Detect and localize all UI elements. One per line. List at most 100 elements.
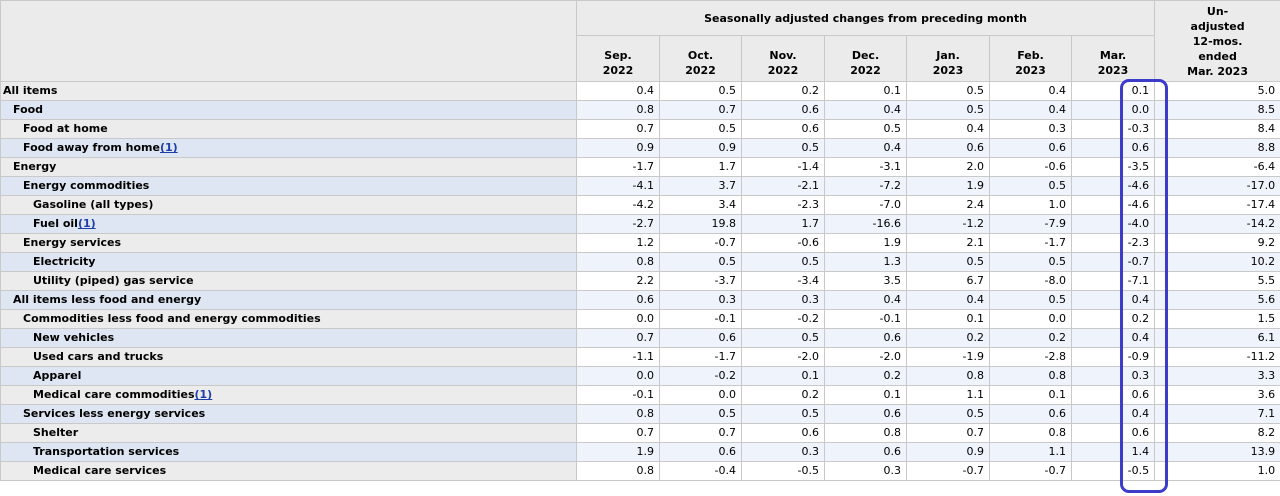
unadjusted-value-cell: 8.8 — [1154, 138, 1280, 158]
monthly-value-cell: -0.6 — [741, 233, 825, 253]
monthly-value-cell: 0.5 — [906, 252, 990, 272]
month-header: Nov. 2022 — [741, 35, 825, 82]
monthly-value-cell: 0.6 — [659, 328, 742, 348]
footnote-link[interactable]: (1) — [159, 141, 178, 154]
month-header: Feb. 2023 — [989, 35, 1072, 82]
row-label: Medical care services — [0, 461, 577, 481]
monthly-value-cell: 2.0 — [906, 157, 990, 177]
unadjusted-value-cell: 8.2 — [1154, 423, 1280, 443]
month-label: Sep. — [604, 49, 632, 62]
row-label: All items — [0, 81, 577, 101]
table-row: Medical care commodities(1) -0.1 0.0 0.2 0.1… — [0, 385, 1280, 405]
monthly-value-cell: 3.5 — [824, 271, 907, 291]
unadjusted-line: Un- — [1206, 5, 1229, 18]
monthly-value-cell: 0.5 — [989, 176, 1072, 196]
row-label: Gasoline (all types) — [0, 195, 577, 215]
monthly-value-cell: -0.7 — [1070, 252, 1156, 272]
unadjusted-value-cell: -17.4 — [1154, 195, 1280, 215]
row-label: All items less food and energy — [0, 290, 577, 310]
monthly-value-cell: 0.2 — [824, 366, 907, 386]
monthly-value-cell: 0.8 — [576, 404, 660, 424]
monthly-value-cell: -7.1 — [1070, 271, 1156, 291]
footnote-link[interactable]: (1) — [77, 217, 96, 230]
year-label: 2023 — [1097, 64, 1129, 77]
monthly-value-cell: -1.1 — [576, 347, 660, 367]
year-label: 2022 — [767, 64, 799, 77]
monthly-value-cell: 0.8 — [824, 423, 907, 443]
monthly-value-cell: 0.2 — [989, 328, 1072, 348]
row-label: Energy — [0, 157, 577, 177]
table-row: Energy commodities -4.1 3.7 -2.1 -7.2 1.9 0.5-… — [0, 176, 1280, 196]
monthly-value-cell: 0.7 — [659, 423, 742, 443]
monthly-value-cell: 0.4 — [824, 100, 907, 120]
month-header: Dec. 2022 — [824, 35, 907, 82]
monthly-value-cell: -2.0 — [824, 347, 907, 367]
monthly-value-cell: 0.5 — [659, 119, 742, 139]
unadjusted-value-cell: 3.3 — [1154, 366, 1280, 386]
monthly-value-cell: -4.0 — [1070, 214, 1156, 234]
monthly-value-cell: -0.7 — [659, 233, 742, 253]
row-label: Food — [0, 100, 577, 120]
monthly-value-cell: 0.5 — [741, 404, 825, 424]
monthly-value-cell: -2.3 — [741, 195, 825, 215]
row-label: Services less energy services — [0, 404, 577, 424]
monthly-value-cell: 2.1 — [906, 233, 990, 253]
monthly-value-cell: -3.5 — [1070, 157, 1156, 177]
monthly-value-cell: -0.1 — [659, 309, 742, 329]
monthly-value-cell: 1.2 — [576, 233, 660, 253]
monthly-value-cell: -4.6 — [1070, 176, 1156, 196]
monthly-value-cell: 0.9 — [576, 138, 660, 158]
monthly-value-cell: 0.7 — [576, 423, 660, 443]
year-label: 2023 — [932, 64, 964, 77]
monthly-value-cell: 0.5 — [824, 119, 907, 139]
monthly-value-cell: 0.8 — [989, 366, 1072, 386]
monthly-value-cell: 1.7 — [741, 214, 825, 234]
monthly-value-cell: -0.4 — [659, 461, 742, 481]
monthly-value-cell: 1.9 — [576, 442, 660, 462]
unadjusted-value-cell: 5.6 — [1154, 290, 1280, 310]
monthly-value-cell: -0.6 — [989, 157, 1072, 177]
row-label: Used cars and trucks — [0, 347, 577, 367]
table-row: Electricity 0.8 0.5 0.5 1.3 0.5 0.5 -0.7 10.2 — [0, 252, 1280, 272]
unadjusted-value-cell: 5.0 — [1154, 81, 1280, 101]
monthly-value-cell: 1.0 — [989, 195, 1072, 215]
monthly-value-cell: 1.7 — [659, 157, 742, 177]
monthly-value-cell: 0.5 — [989, 252, 1072, 272]
row-label: Medical care commodities(1) — [0, 385, 577, 405]
month-header: Sep. 2022 — [576, 35, 660, 82]
row-label: Electricity — [0, 252, 577, 272]
monthly-value-cell: 0.6 — [1070, 423, 1156, 443]
monthly-value-cell: 19.8 — [659, 214, 742, 234]
monthly-value-cell: -2.1 — [741, 176, 825, 196]
table-row: Food away from home(1) 0.9 0.9 0.5 0.4 0.6 0.6… — [0, 138, 1280, 158]
monthly-value-cell: 0.1 — [989, 385, 1072, 405]
row-label-text: New vehicles — [33, 331, 115, 344]
monthly-value-cell: 0.6 — [989, 404, 1072, 424]
row-label-text: Energy commodities — [23, 179, 150, 192]
monthly-value-cell: 0.7 — [659, 100, 742, 120]
monthly-value-cell: 0.6 — [824, 442, 907, 462]
monthly-value-cell: 0.6 — [576, 290, 660, 310]
monthly-value-cell: 0.8 — [906, 366, 990, 386]
footnote-link[interactable]: (1) — [194, 388, 213, 401]
monthly-value-cell: 0.4 — [1070, 404, 1156, 424]
monthly-value-cell: 1.1 — [989, 442, 1072, 462]
monthly-value-cell: 3.7 — [659, 176, 742, 196]
unadjusted-line: adjusted — [1190, 20, 1245, 33]
monthly-value-cell: -0.2 — [659, 366, 742, 386]
monthly-value-cell: -3.4 — [741, 271, 825, 291]
table-row: Energy -1.7 1.7 -1.4 -3.1 2.0 -0.6 -3.5 -6.4 — [0, 157, 1280, 177]
monthly-value-cell: 0.5 — [659, 81, 742, 101]
year-label: 2022 — [602, 64, 634, 77]
row-label-text: Used cars and trucks — [33, 350, 164, 363]
unadjusted-value-cell: 8.5 — [1154, 100, 1280, 120]
monthly-value-cell: -0.7 — [989, 461, 1072, 481]
monthly-value-cell: -1.9 — [906, 347, 990, 367]
unadjusted-header: Un- adjusted 12-mos. ended Mar. 2023 — [1154, 0, 1280, 82]
monthly-value-cell: 0.1 — [906, 309, 990, 329]
row-label: Energy services — [0, 233, 577, 253]
monthly-value-cell: 0.1 — [824, 385, 907, 405]
unadjusted-value-cell: -11.2 — [1154, 347, 1280, 367]
monthly-value-cell: 0.0 — [576, 366, 660, 386]
